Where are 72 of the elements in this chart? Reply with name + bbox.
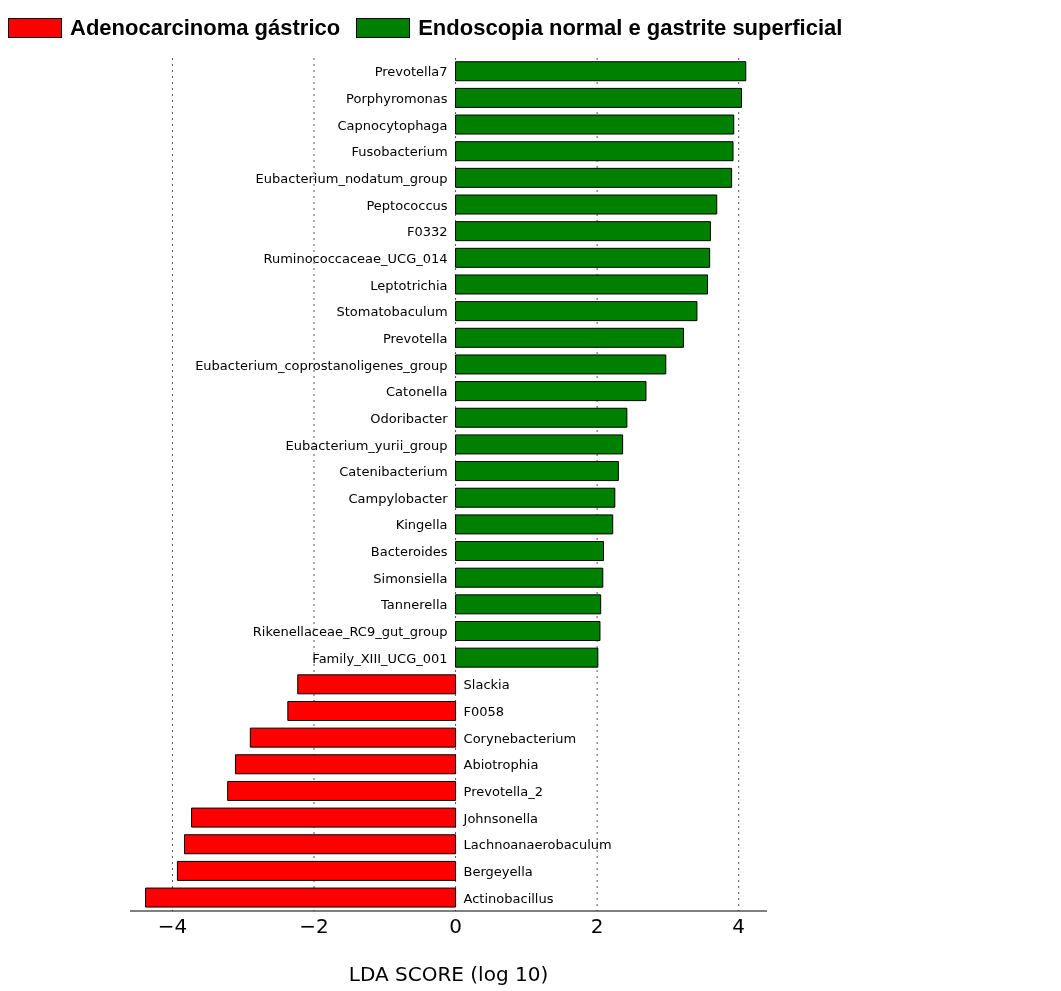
y-tick-label: Rikenellaceae_RC9_gut_group	[252, 624, 448, 640]
bar	[455, 541, 604, 562]
bar	[455, 61, 747, 82]
y-tick-label: Corynebacterium	[463, 730, 577, 746]
x-tick-label: 2	[590, 914, 604, 939]
bar	[184, 834, 457, 855]
bar	[234, 754, 457, 775]
bar	[455, 167, 733, 188]
y-tick-label: Bacteroides	[370, 544, 448, 560]
y-tick-label: Simonsiella	[373, 570, 448, 586]
bar	[455, 274, 709, 295]
y-tick-label: Odoribacter	[370, 410, 449, 426]
y-tick-label: Prevotella	[382, 330, 448, 346]
y-tick-label: Leptotrichia	[370, 277, 448, 293]
x-tick-label: 0	[449, 914, 462, 939]
bar	[455, 354, 667, 375]
bar	[455, 194, 718, 215]
y-tick-label: Bergeyella	[463, 864, 533, 880]
bar	[145, 887, 457, 908]
bar	[455, 487, 616, 508]
y-tick-label: Catenibacterium	[339, 464, 448, 480]
y-tick-label: Fusobacterium	[351, 144, 448, 160]
bar	[297, 674, 457, 695]
y-tick-label: Kingella	[395, 517, 448, 533]
bar	[455, 247, 711, 268]
y-tick-label: Actinobacillus	[463, 890, 554, 906]
legend-label: Adenocarcinoma gástrico	[70, 15, 341, 41]
y-tick-label: Prevotella_2	[463, 784, 543, 800]
legend-label: Endoscopia normal e gastrite superficial	[418, 15, 843, 41]
bar	[455, 327, 684, 348]
x-tick-label: 4	[732, 914, 746, 939]
y-tick-label: Porphyromonas	[346, 90, 448, 106]
bar	[455, 87, 743, 108]
y-tick-label: Tannerella	[380, 597, 448, 613]
y-tick-label: Eubacterium_nodatum_group	[255, 170, 448, 186]
bar	[176, 860, 457, 881]
y-tick-label: Catonella	[386, 384, 448, 400]
x-tick-label: −4	[157, 914, 188, 939]
y-tick-label: Prevotella7	[374, 64, 448, 80]
y-tick-label: F0332	[407, 224, 448, 240]
x-axis-title: LDA SCORE (log 10)	[348, 962, 549, 986]
y-tick-label: Eubacterium_coprostanoligenes_group	[195, 357, 448, 373]
bar	[455, 221, 711, 242]
y-tick-label: Campylobacter	[348, 490, 449, 506]
bar	[455, 621, 601, 642]
bar	[455, 434, 624, 455]
y-tick-label: Abiotrophia	[463, 757, 539, 773]
bar	[227, 780, 457, 801]
y-tick-label: F0058	[463, 704, 505, 720]
y-tick-label: Slackia	[463, 677, 510, 693]
y-tick-label: Peptococcus	[366, 197, 448, 213]
bar	[455, 594, 602, 615]
y-tick-label: Ruminococcaceae_UCG_014	[263, 250, 448, 266]
y-tick-label: Lachnoanaerobaculum	[463, 837, 612, 853]
bar	[455, 141, 734, 162]
bar	[455, 461, 619, 482]
y-tick-label: Eubacterium_yurii_group	[285, 437, 448, 453]
bar	[455, 514, 614, 535]
bar	[455, 114, 735, 135]
bar	[287, 700, 457, 721]
bar	[455, 381, 647, 402]
y-tick-label: Family_XIII_UCG_001	[312, 650, 448, 666]
x-tick-label: −2	[299, 914, 329, 939]
y-tick-label: Johnsonella	[462, 810, 538, 826]
bar	[191, 807, 457, 828]
bar	[455, 567, 604, 588]
bar	[249, 727, 457, 748]
y-tick-label: Stomatobaculum	[336, 304, 448, 320]
y-tick-label: Capnocytophaga	[337, 117, 448, 133]
bar	[455, 301, 698, 322]
bar	[455, 407, 628, 428]
bar	[455, 647, 599, 668]
